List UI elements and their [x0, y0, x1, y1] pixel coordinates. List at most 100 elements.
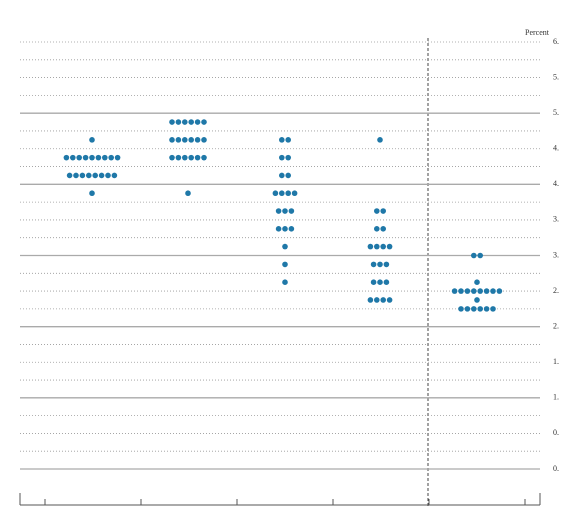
y-tick-label: 2. [553, 321, 559, 330]
y-tick-label: 2. [553, 286, 559, 295]
dot [291, 190, 298, 197]
dot [194, 137, 201, 143]
dot [169, 119, 175, 125]
dot [92, 172, 98, 179]
dot [188, 154, 194, 161]
dot [282, 279, 288, 285]
dot [471, 306, 477, 312]
y-tick-label: 4. [553, 179, 559, 188]
dot [272, 190, 279, 197]
dot [383, 279, 390, 285]
dot [175, 119, 182, 125]
dot [490, 306, 496, 312]
dot [380, 297, 387, 303]
dot [367, 243, 374, 250]
dot [471, 252, 477, 259]
dot [201, 154, 207, 161]
dot [279, 190, 285, 197]
dot [288, 208, 295, 214]
dot [114, 154, 121, 161]
dot [288, 226, 295, 232]
dot [458, 288, 464, 294]
dot [285, 137, 292, 143]
dot [367, 297, 374, 303]
y-tick-label: 4. [553, 144, 559, 153]
dot [374, 208, 380, 214]
dot [201, 119, 207, 125]
dot [89, 137, 95, 143]
dot [282, 208, 288, 214]
dot [111, 172, 118, 179]
y-tick-label: 3. [553, 215, 559, 224]
axis-label: Percent [525, 28, 550, 37]
dot [188, 119, 194, 125]
dot [66, 172, 73, 179]
dot [374, 226, 380, 232]
dot [374, 243, 380, 250]
dot [377, 279, 383, 285]
dot [383, 261, 390, 268]
dot [82, 154, 89, 161]
dot [285, 154, 292, 161]
dot [285, 172, 292, 179]
dot [86, 172, 92, 179]
dot [194, 154, 201, 161]
dot [175, 154, 182, 161]
dot [279, 154, 285, 161]
dot [377, 137, 383, 143]
dot [70, 154, 76, 161]
dot [474, 279, 480, 285]
dot [483, 288, 490, 294]
dot [386, 243, 393, 250]
dot [474, 297, 480, 303]
dot [73, 172, 79, 179]
dot [63, 154, 70, 161]
y-tick-label: 5. [553, 72, 559, 81]
dot [451, 288, 458, 294]
y-tick-label: 0. [553, 464, 559, 473]
dot [496, 288, 503, 294]
dot [386, 297, 393, 303]
dot [380, 208, 387, 214]
dot [374, 297, 380, 303]
y-tick-label: 5. [553, 108, 559, 117]
dot [279, 137, 285, 143]
dot [285, 190, 292, 197]
dot [89, 190, 95, 197]
dot [279, 172, 285, 179]
y-tick-label: 1. [553, 393, 559, 402]
dot [182, 137, 188, 143]
dot [370, 261, 377, 268]
dot [275, 208, 282, 214]
dot [169, 137, 175, 143]
dot [98, 172, 105, 179]
y-tick-label: 3. [553, 250, 559, 259]
dot [483, 306, 490, 312]
dot [377, 261, 383, 268]
dot [380, 226, 387, 232]
dot [282, 243, 288, 250]
dot [105, 172, 111, 179]
dot [95, 154, 102, 161]
y-tick-label: 0. [553, 428, 559, 437]
dot [380, 243, 387, 250]
dot [471, 288, 477, 294]
dot [182, 154, 188, 161]
dot [194, 119, 201, 125]
y-tick-label: 6. [553, 37, 559, 46]
dot [458, 306, 464, 312]
dot [108, 154, 114, 161]
dot [79, 172, 86, 179]
dot [182, 119, 188, 125]
dot [89, 154, 95, 161]
dot [477, 288, 484, 294]
dot [201, 137, 207, 143]
dot [490, 288, 496, 294]
dot [477, 306, 484, 312]
y-tick-label: 1. [553, 357, 559, 366]
dot [175, 137, 182, 143]
dot [477, 252, 484, 259]
dot [185, 190, 191, 197]
dot [282, 226, 288, 232]
